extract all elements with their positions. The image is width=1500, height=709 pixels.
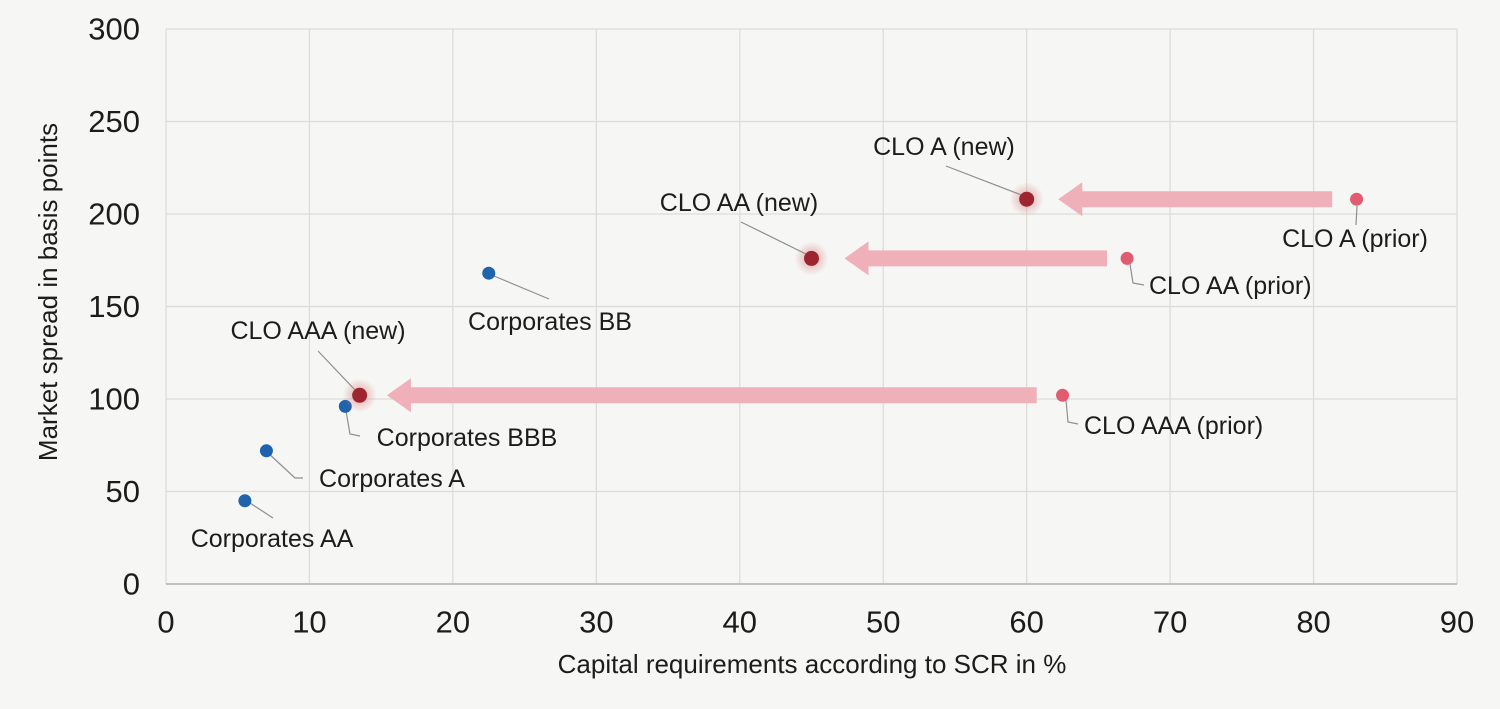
leader-corporates-aa [249, 502, 274, 519]
clo-aaa-arrow [386, 378, 1037, 413]
y-tick-200: 200 [88, 197, 140, 232]
x-tick-50: 50 [866, 605, 900, 640]
y-tick-100: 100 [88, 382, 140, 417]
leader-clo-aa-new [740, 221, 809, 256]
x-tick-40: 40 [723, 605, 757, 640]
point-clo-aaa-prior [1056, 388, 1070, 402]
clo-aa-arrow [844, 241, 1107, 276]
y-tick-50: 50 [106, 474, 140, 509]
label-clo-aa-new: CLO AA (new) [660, 189, 818, 217]
data-point-labels: Corporates AA Corporates A Corporates BBB C… [191, 133, 1428, 553]
prior-to-new-arrows [386, 182, 1333, 413]
y-axis-title: Market spread in basis points [33, 123, 63, 461]
label-clo-aaa-new: CLO AAA (new) [230, 317, 405, 345]
label-corporates-aa: Corporates AA [191, 525, 354, 553]
label-clo-a-prior: CLO A (prior) [1282, 225, 1428, 253]
x-tick-30: 30 [579, 605, 613, 640]
label-corporates-bb: Corporates BB [468, 308, 632, 336]
axis-tick-labels: 0 10 20 30 40 50 60 70 80 90 0 50 100 150 200 250 300 [88, 12, 1474, 640]
y-tick-150: 150 [88, 289, 140, 324]
x-tick-80: 80 [1296, 605, 1330, 640]
x-tick-20: 20 [436, 605, 470, 640]
leader-clo-aa-prior [1129, 263, 1145, 286]
clo-a-arrow [1058, 182, 1333, 217]
label-clo-aaa-prior: CLO AAA (prior) [1084, 412, 1263, 440]
point-clo-aaa-new [352, 387, 368, 403]
point-corporates-aa [238, 494, 252, 508]
gridlines [165, 28, 1458, 585]
point-clo-a-prior [1350, 192, 1364, 206]
label-clo-aa-prior: CLO AA (prior) [1149, 272, 1312, 300]
x-axis-title: Capital requirements according to SCR in… [558, 649, 1067, 679]
leader-corporates-a [266, 451, 303, 479]
label-leader-lines [249, 165, 1358, 519]
label-clo-a-new: CLO A (new) [873, 133, 1015, 161]
x-tick-10: 10 [292, 605, 326, 640]
point-clo-aa-prior [1120, 251, 1134, 265]
y-tick-300: 300 [88, 12, 140, 47]
leader-clo-a-new [945, 165, 1025, 197]
point-clo-a-new [1019, 191, 1035, 207]
leader-corporates-bb [493, 275, 550, 300]
label-corporates-bbb: Corporates BBB [377, 424, 558, 452]
label-corporates-a: Corporates A [319, 465, 465, 493]
leader-clo-aaa-prior [1065, 399, 1079, 425]
leader-clo-a-prior [1355, 205, 1358, 226]
leader-corporates-bbb [345, 410, 361, 437]
x-tick-60: 60 [1009, 605, 1043, 640]
point-clo-aa-new [804, 250, 819, 266]
point-corporates-a [259, 444, 273, 458]
data-points [238, 182, 1364, 508]
point-corporates-bb [482, 266, 496, 280]
y-tick-250: 250 [88, 104, 140, 139]
x-tick-0: 0 [157, 605, 174, 640]
x-tick-70: 70 [1153, 605, 1187, 640]
x-tick-90: 90 [1440, 605, 1474, 640]
y-tick-0: 0 [123, 567, 140, 602]
